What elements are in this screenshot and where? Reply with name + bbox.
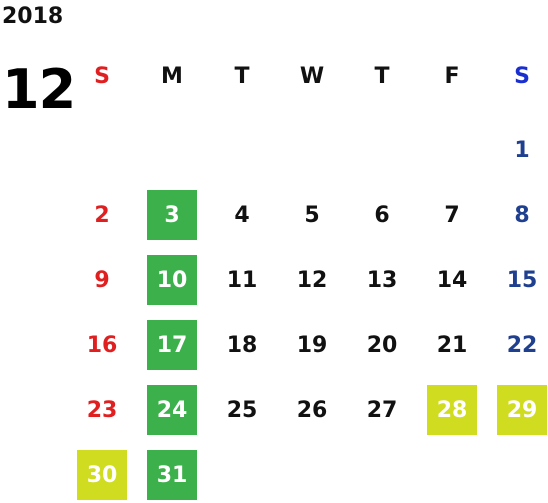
weekday-header: S M T W T F S: [0, 64, 548, 98]
day-cell[interactable]: 20: [366, 332, 398, 358]
weekday-thursday: T: [374, 64, 390, 89]
day-cell[interactable]: 11: [226, 267, 258, 293]
day-cell[interactable]: 27: [366, 397, 398, 423]
day-cell[interactable]: 2: [94, 202, 110, 228]
day-cell[interactable]: 15: [506, 267, 538, 293]
day-cell[interactable]: 17: [147, 320, 197, 370]
day-cell[interactable]: 4: [234, 202, 250, 228]
weekday-monday: M: [161, 64, 183, 89]
day-cell[interactable]: 10: [147, 255, 197, 305]
calendar-month: 12: [2, 58, 76, 121]
day-cell[interactable]: 6: [374, 202, 390, 228]
day-cell[interactable]: 13: [366, 267, 398, 293]
weekday-sunday: S: [94, 64, 110, 89]
weekday-wednesday: W: [299, 64, 325, 89]
day-cell[interactable]: 16: [86, 332, 118, 358]
day-cell[interactable]: 5: [304, 202, 320, 228]
calendar-year: 2018: [2, 4, 64, 29]
day-cell[interactable]: 24: [147, 385, 197, 435]
weekday-saturday: S: [514, 64, 530, 89]
day-cell[interactable]: 1: [514, 137, 530, 163]
day-cell[interactable]: 30: [77, 450, 127, 500]
day-cell[interactable]: 3: [147, 190, 197, 240]
day-cell[interactable]: 12: [296, 267, 328, 293]
day-cell[interactable]: 23: [86, 397, 118, 423]
day-cell[interactable]: 7: [444, 202, 460, 228]
day-cell[interactable]: 14: [436, 267, 468, 293]
day-cell[interactable]: 9: [94, 267, 110, 293]
day-cell[interactable]: 28: [427, 385, 477, 435]
weekday-tuesday: T: [234, 64, 250, 89]
day-cell[interactable]: 8: [514, 202, 530, 228]
day-cell[interactable]: 25: [226, 397, 258, 423]
day-cell[interactable]: 26: [296, 397, 328, 423]
weekday-friday: F: [444, 64, 460, 89]
day-cell[interactable]: 22: [506, 332, 538, 358]
day-cell[interactable]: 31: [147, 450, 197, 500]
day-cell[interactable]: 21: [436, 332, 468, 358]
day-cell[interactable]: 29: [497, 385, 547, 435]
day-cell[interactable]: 19: [296, 332, 328, 358]
day-cell[interactable]: 18: [226, 332, 258, 358]
